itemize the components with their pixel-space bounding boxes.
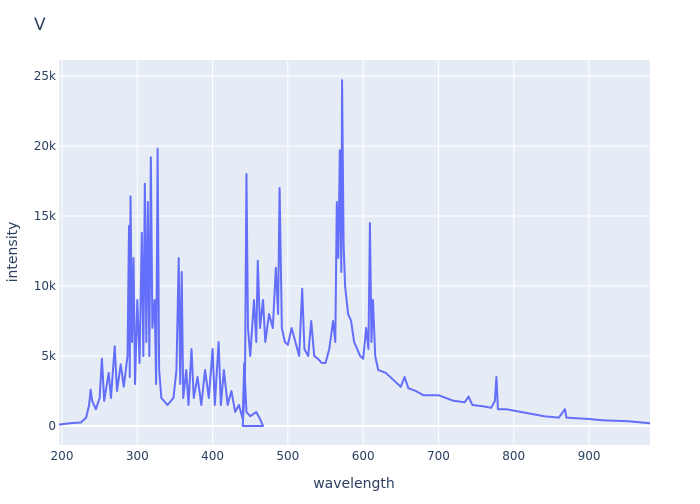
chart-title: V bbox=[34, 15, 46, 35]
line bbox=[58, 79, 651, 427]
y-tick-label: 25k bbox=[34, 69, 56, 83]
x-tick-label: 800 bbox=[502, 449, 525, 463]
x-tick-label: 400 bbox=[201, 449, 224, 463]
x-tick-label: 900 bbox=[578, 449, 601, 463]
y-tick-label: 15k bbox=[34, 209, 56, 223]
x-tick-label: 600 bbox=[352, 449, 375, 463]
y-axis-label: intensity bbox=[5, 222, 21, 283]
y-tick-label: 10k bbox=[34, 279, 56, 293]
y-tick-label: 5k bbox=[41, 349, 56, 363]
y-tick-label: 0 bbox=[48, 419, 56, 433]
x-tick-label: 700 bbox=[427, 449, 450, 463]
x-tick-label: 300 bbox=[126, 449, 149, 463]
x-axis-label: wavelength bbox=[313, 476, 395, 492]
x-tick-label: 500 bbox=[276, 449, 299, 463]
x-tick-label: 200 bbox=[51, 449, 74, 463]
y-tick-label: 20k bbox=[34, 139, 56, 153]
